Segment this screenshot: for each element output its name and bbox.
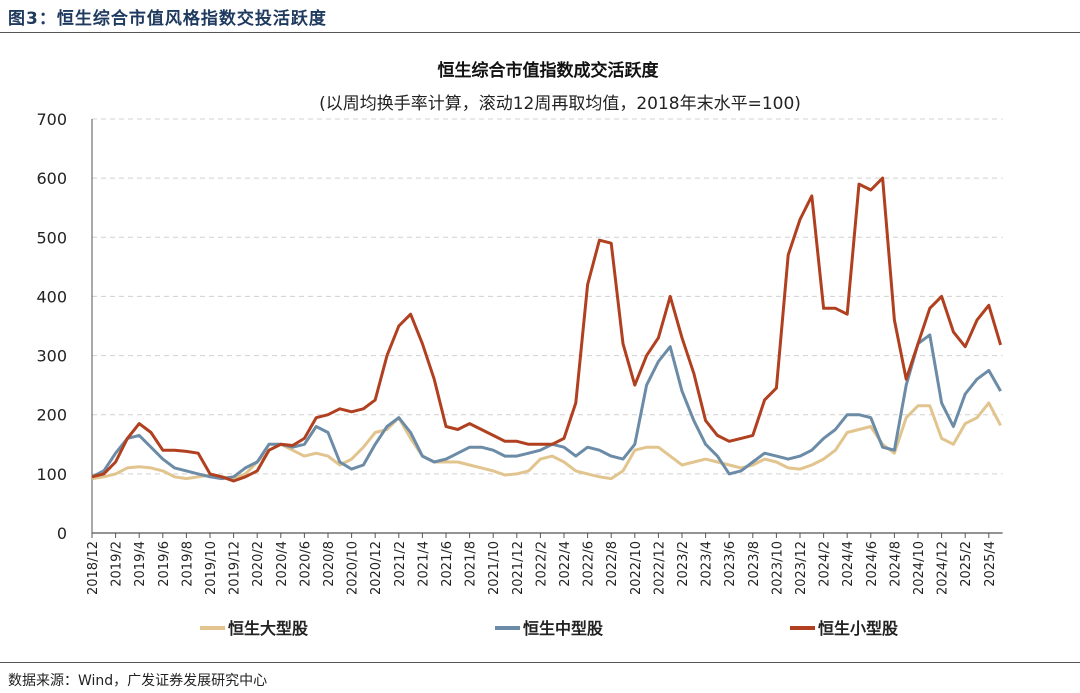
x-tick-label: 2024/8 [888, 541, 903, 587]
x-tick-label: 2021/6 [440, 541, 455, 587]
chart-subtitle: (以周均换手率计算，滚动12周再取均值，2018年末水平=100) [319, 94, 801, 114]
x-tick-label: 2025/2 [959, 541, 974, 587]
y-tick-label: 100 [36, 465, 67, 484]
x-tick-label: 2019/2 [110, 541, 125, 587]
x-tick-label: 2020/2 [251, 541, 266, 587]
top-divider [0, 32, 1080, 33]
series-line-3 [91, 176, 1003, 483]
x-tick-label: 2018/12 [86, 541, 101, 595]
x-tick-label: 2022/2 [534, 541, 549, 587]
x-tick-label: 2020/8 [322, 541, 337, 587]
x-tick-label: 2022/10 [629, 541, 644, 595]
series-line-2 [91, 333, 1002, 481]
figure-label: 图3：恒生综合市值风格指数交投活跃度 [8, 9, 327, 29]
x-tick-label: 2022/8 [605, 541, 620, 587]
x-tick-label: 2019/10 [204, 541, 219, 595]
x-tick-label: 2024/12 [936, 541, 951, 595]
chart-title: 恒生综合市值指数成交活跃度 [438, 60, 660, 81]
bottom-divider [0, 662, 1080, 663]
y-tick-label: 300 [36, 347, 67, 366]
series-line-1 [91, 401, 1002, 481]
x-tick-label: 2020/10 [346, 541, 361, 595]
x-tick-label: 2024/6 [865, 541, 880, 587]
x-tick-label: 2024/2 [818, 541, 833, 587]
x-tick-label: 2019/12 [228, 541, 243, 595]
x-tick-label: 2021/12 [511, 541, 526, 595]
x-tick-label: 2023/6 [723, 541, 738, 587]
x-tick-label: 2022/12 [652, 541, 667, 595]
x-tick-label: 2019/6 [157, 541, 172, 587]
y-tick-label: 700 [36, 110, 67, 129]
x-tick-label: 2022/6 [582, 541, 597, 587]
x-tick-label: 2023/4 [700, 541, 715, 587]
x-tick-label: 2019/8 [180, 541, 195, 587]
x-tick-label: 2023/2 [676, 541, 691, 587]
x-tick-label: 2021/8 [464, 541, 479, 587]
x-tick-label: 2021/4 [416, 541, 431, 587]
source-note: 数据来源：Wind，广发证券发展研究中心 [8, 673, 268, 689]
x-tick-label: 2020/4 [275, 541, 290, 587]
y-tick-label: 200 [36, 406, 67, 425]
x-tick-label: 2024/10 [912, 541, 927, 595]
x-tick-label: 2023/10 [770, 541, 785, 595]
legend-label: 恒生大型股 [228, 619, 309, 638]
legend-label: 恒生中型股 [523, 619, 604, 638]
x-tick-label: 2025/4 [983, 541, 998, 587]
x-tick-label: 2019/4 [133, 541, 148, 587]
y-tick-label: 0 [57, 524, 67, 543]
x-tick-label: 2022/4 [558, 541, 573, 587]
y-tick-label: 400 [36, 287, 67, 306]
y-tick-label: 500 [36, 228, 67, 247]
x-tick-label: 2023/8 [747, 541, 762, 587]
x-tick-label: 2021/10 [487, 541, 502, 595]
x-tick-label: 2020/6 [298, 541, 313, 587]
y-tick-label: 600 [36, 169, 67, 188]
x-tick-label: 2023/12 [794, 541, 809, 595]
legend-label: 恒生小型股 [818, 619, 899, 638]
x-tick-label: 2021/2 [393, 541, 408, 587]
x-tick-label: 2020/12 [369, 541, 384, 595]
x-tick-label: 2024/4 [841, 541, 856, 587]
